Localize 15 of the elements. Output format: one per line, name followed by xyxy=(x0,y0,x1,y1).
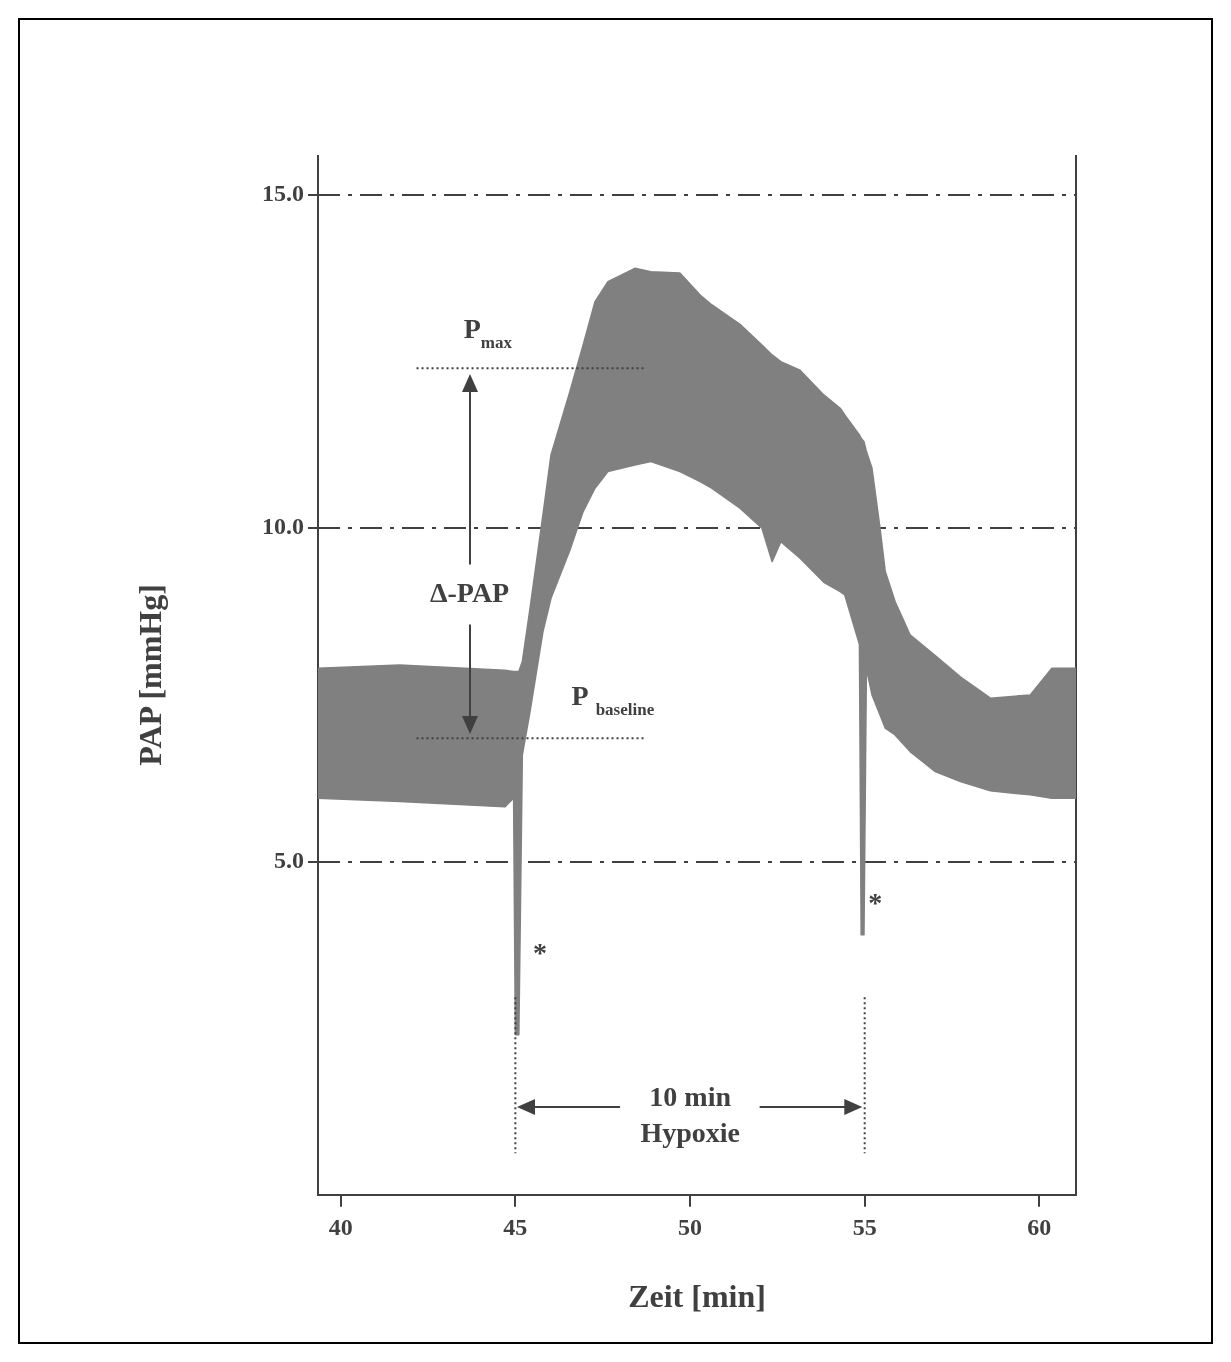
x-tick-label: 60 xyxy=(1027,1214,1052,1241)
x-tick-label: 40 xyxy=(328,1214,353,1241)
y-tick-label: 10.0 xyxy=(262,513,304,540)
annotation: Δ-PAP xyxy=(429,577,510,609)
y-axis-title: PAP [mmHg] xyxy=(132,584,169,766)
annotation: 10 min Hypoxie xyxy=(640,1081,740,1149)
x-axis-title: Zeit [min] xyxy=(628,1278,766,1315)
annotation: P baseline xyxy=(571,680,655,719)
y-tick-label: 5.0 xyxy=(274,846,304,873)
x-tick-label: 50 xyxy=(678,1214,703,1241)
annotation: * xyxy=(868,886,883,918)
x-tick-label: 55 xyxy=(852,1214,877,1241)
annotation: * xyxy=(533,936,548,968)
y-tick-label: 15.0 xyxy=(262,180,304,207)
x-tick-label: 45 xyxy=(503,1214,528,1241)
